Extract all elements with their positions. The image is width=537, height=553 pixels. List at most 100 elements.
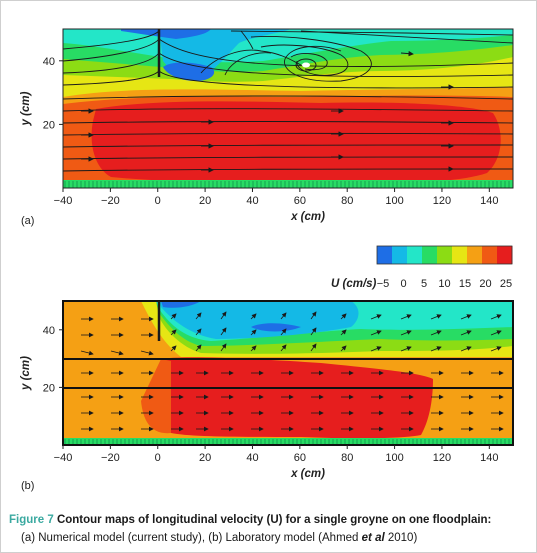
velocity-vector: [340, 329, 347, 336]
velocity-vector: [195, 328, 202, 336]
panel-a: −40 −20 0 20 40 60 80 100 120 140 20 40 x (cm) y (cm)…: [20, 28, 514, 227]
legend-swatch: [407, 246, 423, 264]
velocity-vector: [280, 344, 287, 352]
velocity-vector: [170, 313, 177, 320]
velocity-vector: [170, 345, 177, 352]
velocity-vector: [250, 345, 257, 352]
legend-tick-label: −5: [377, 278, 390, 290]
velocity-vector: [340, 313, 347, 320]
legend-ticks: −5 0 5 10 15 20 25: [377, 278, 512, 290]
velocity-vector: [310, 311, 317, 320]
legend-swatch: [452, 246, 468, 264]
panel-b-x-tick-label: −20: [101, 452, 120, 464]
velocity-vector: [430, 314, 442, 320]
panel-b-y-tick-label: 40: [43, 325, 55, 337]
caption-label: Figure 7: [9, 514, 54, 526]
panel-a-flow-arrows: [81, 50, 454, 173]
velocity-vector: [280, 328, 287, 336]
legend-tick-label: 25: [500, 278, 512, 290]
panel-b-x-tick-label: 0: [155, 452, 161, 464]
panel-a-x-tick-label: 0: [155, 195, 161, 207]
velocity-vector: [310, 327, 317, 336]
panel-a-bed-strip: [63, 180, 513, 188]
velocity-vector: [490, 346, 502, 352]
caption-line-2: (a) Numerical model (current study), (b)…: [9, 529, 534, 547]
legend-tick-label: 0: [400, 278, 406, 290]
caption-line-2-em: et al: [361, 532, 385, 544]
panel-b-bed-strip: [63, 438, 513, 445]
velocity-vector: [460, 346, 472, 352]
velocity-vector: [250, 329, 257, 336]
velocity-vector: [250, 313, 257, 320]
panel-a-y-tick-label: 40: [43, 56, 55, 68]
panel-a-y-tick-label: 20: [43, 119, 55, 131]
velocity-vector: [400, 314, 412, 320]
panel-b-level-neg: [159, 301, 359, 339]
caption-title: Contour maps of longitudinal velocity (U…: [56, 514, 492, 526]
velocity-vector: [195, 344, 202, 352]
panel-a-level-neg5: [121, 29, 215, 81]
panel-a-x-tick-label: 40: [246, 195, 258, 207]
panel-a-x-axis-label: x (cm): [290, 211, 325, 223]
panel-a-axes: −40 −20 0 20 40 60 80 100 120 140 20 40 x (cm) y (cm): [20, 56, 498, 223]
caption-line-2-a: (a) Numerical model (current study), (b)…: [21, 532, 362, 544]
legend-swatch: [377, 246, 393, 264]
caption-line-2-b: 2010): [384, 532, 418, 544]
panel-a-x-tick-label: −20: [101, 195, 120, 207]
velocity-vector: [460, 314, 472, 320]
panel-a-level-25: [91, 101, 501, 184]
velocity-vector: [220, 343, 227, 352]
legend-tick-label: 10: [438, 278, 450, 290]
legend-swatch: [422, 246, 438, 264]
legend-swatch: [437, 246, 453, 264]
velocity-vector: [110, 350, 124, 356]
panel-b: −40 −20 0 20 40 60 80 100 120 140 20 40 x (cm) y (cm)…: [20, 300, 514, 492]
panel-b-x-tick-label: 20: [199, 452, 211, 464]
velocity-vector: [170, 329, 177, 336]
figure-caption: Figure 7 Contour maps of longitudinal ve…: [9, 511, 534, 547]
velocity-vector: [370, 330, 382, 336]
panel-b-arrows: [80, 311, 504, 432]
legend-swatch: [392, 246, 408, 264]
panel-a-x-tick-label: 80: [341, 195, 353, 207]
legend-swatch: [467, 246, 483, 264]
panel-a-x-tick-label: 120: [433, 195, 451, 207]
legend: U (cm/s) −5 0 5 10 15 20 25: [331, 245, 513, 290]
panel-b-contour-field: [63, 301, 513, 445]
velocity-vector: [400, 330, 412, 336]
legend-tick-label: 20: [479, 278, 491, 290]
panel-b-level-25b: [141, 359, 171, 434]
panel-a-contour-field: [63, 29, 513, 188]
panel-a-eddy-core-inner: [302, 62, 310, 68]
legend-border: [376, 245, 513, 265]
velocity-vector: [460, 330, 472, 336]
panel-a-frame: [62, 28, 514, 189]
velocity-vector: [430, 346, 442, 352]
velocity-vector: [490, 314, 502, 320]
panel-b-x-tick-label: −40: [54, 452, 73, 464]
panel-b-level-20-top: [63, 311, 101, 331]
legend-title: U (cm/s): [331, 278, 377, 290]
panel-b-y-axis-label: y (cm): [20, 356, 32, 391]
panel-b-level-25: [161, 357, 433, 439]
panel-b-x-axis-label: x (cm): [290, 468, 325, 480]
panel-a-x-tick-label: −40: [54, 195, 73, 207]
panel-b-x-tick-label: 40: [246, 452, 258, 464]
velocity-vector: [490, 330, 502, 336]
panel-a-x-tick-label: 20: [199, 195, 211, 207]
velocity-vector: [220, 327, 227, 336]
velocity-vector: [310, 343, 317, 352]
panel-a-eddy-core: [295, 58, 317, 72]
panel-b-axes: −40 −20 0 20 40 60 80 100 120 140 20 40 x (cm) y (cm): [20, 325, 498, 480]
legend-swatch: [482, 246, 498, 264]
panel-a-x-tick-label: 60: [294, 195, 306, 207]
velocity-vector: [400, 346, 412, 352]
panel-b-y-tick-label: 20: [43, 382, 55, 394]
panel-b-label: (b): [21, 480, 34, 492]
velocity-vector: [80, 350, 94, 356]
velocity-vector: [430, 330, 442, 336]
panel-b-x-tick-label: 80: [341, 452, 353, 464]
panel-a-y-axis-label: y (cm): [20, 91, 32, 126]
